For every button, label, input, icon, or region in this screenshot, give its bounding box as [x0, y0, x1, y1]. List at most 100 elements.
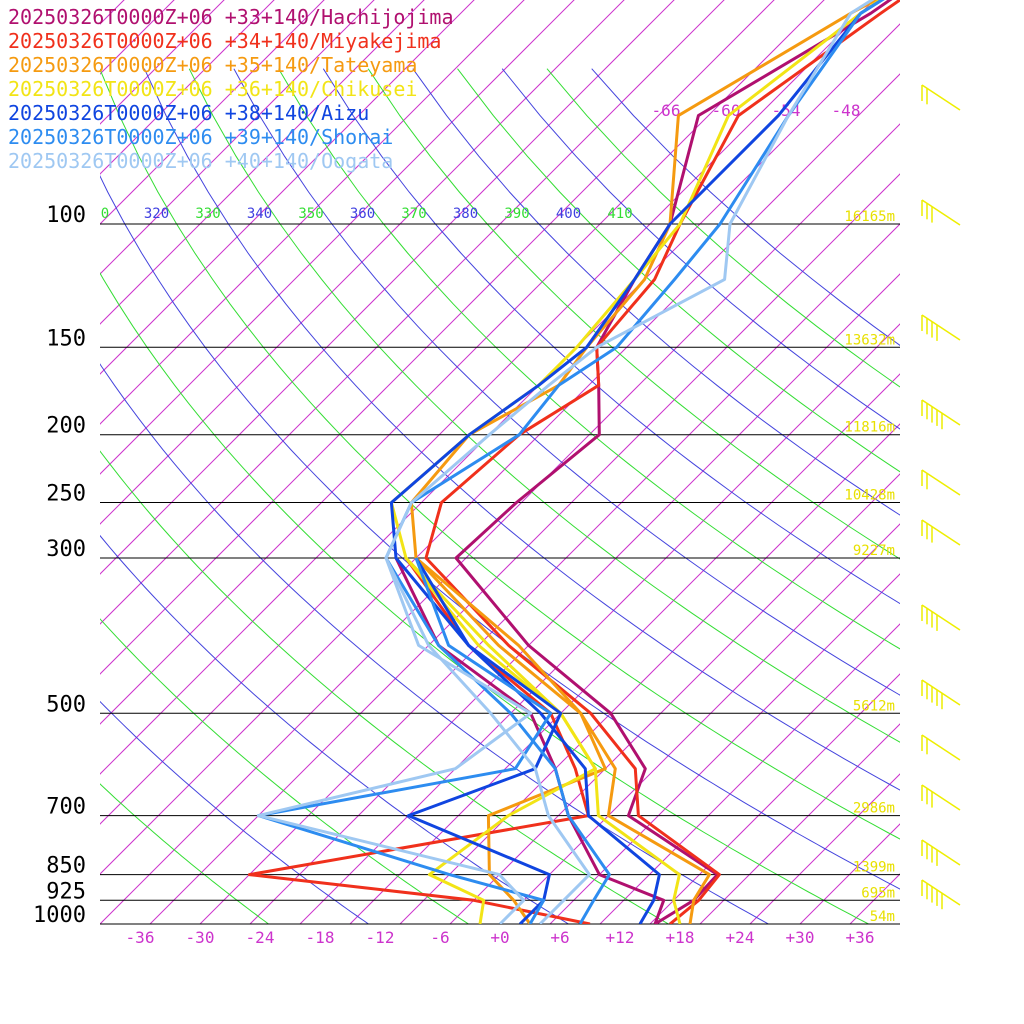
- height-labels: 16165m 13632m 11816m 10428m 9227m 5612m 2986m 1…: [844, 209, 895, 925]
- legend-entry: 20250326T0000Z+06 +38+140/Aizu: [8, 101, 369, 125]
- isotherm-line: [100, 0, 525, 425]
- dewpoint-line: [404, 557, 597, 924]
- isotherm-line: [100, 0, 725, 625]
- temperature-tick: +12: [606, 928, 635, 947]
- dewpoint-line: [415, 556, 607, 924]
- theta-label: 400: [556, 206, 581, 222]
- temperature-tick: -30: [186, 928, 215, 947]
- theta-line: [100, 618, 469, 924]
- isotherm-line: [100, 0, 475, 375]
- theta-line: [100, 175, 900, 890]
- theta-line: [457, 68, 900, 473]
- isotherm-line: [100, 0, 825, 725]
- isotherm-line: [449, 473, 900, 924]
- isotherm-lines: [100, 0, 1024, 924]
- pressure-label: 300: [46, 537, 86, 562]
- isotherm-line: [950, 0, 1024, 924]
- pressure-label: 250: [46, 482, 86, 507]
- theta-label: 410: [607, 206, 632, 222]
- wind-barb: [921, 399, 961, 430]
- theta-line: [188, 68, 900, 743]
- theta-line: [100, 363, 769, 924]
- isotherm-line: [100, 0, 675, 575]
- wind-barb: [921, 784, 961, 811]
- theta-line: [233, 68, 900, 696]
- temperature-tick: +30: [786, 928, 815, 947]
- legend-entry: 20250326T0000Z+06 +34+140/Miyakejima: [8, 29, 441, 53]
- wind-barb: [921, 604, 961, 631]
- theta-line: [591, 68, 900, 346]
- isotherm-line: [199, 223, 900, 924]
- dewpoint-line: [406, 557, 563, 924]
- pressure-label: 1000: [33, 903, 86, 928]
- legend-entry: 20250326T0000Z+06 +39+140/Shonai: [8, 125, 393, 149]
- wind-barb-shaft: [921, 84, 961, 111]
- temperature-line: [424, 0, 900, 924]
- theta-line: [367, 68, 900, 560]
- wind-barb-shaft: [921, 519, 961, 546]
- isotherm-line: [799, 823, 900, 924]
- theta-line: [501, 68, 900, 430]
- height-label: 9227m: [853, 543, 895, 559]
- pressure-label: 500: [46, 692, 86, 717]
- pressure-label: 925: [46, 879, 86, 904]
- wind-barb-shaft: [921, 879, 961, 906]
- isotherm-line: [100, 0, 375, 275]
- isotherm-line: [100, 0, 325, 225]
- temperature-tick: +6: [550, 928, 569, 947]
- upper-temperature-label: -66: [652, 101, 681, 120]
- height-label: 13632m: [844, 332, 895, 348]
- isotherm-line: [100, 0, 225, 125]
- theta-label: 320: [144, 206, 169, 222]
- theta-line: [100, 783, 269, 924]
- theta-line: [100, 272, 869, 924]
- wind-barb-shaft: [921, 199, 961, 226]
- height-label: 10428m: [844, 488, 895, 504]
- theta-line: [412, 68, 900, 516]
- isotherm-line: [399, 423, 900, 924]
- wind-barb: [921, 199, 961, 226]
- temperature-tick: -6: [430, 928, 449, 947]
- isotherm-line: [100, 0, 425, 325]
- temperature-tick: +24: [726, 928, 755, 947]
- isotherm-line: [899, 923, 900, 924]
- upper-temperature-label: -60: [712, 101, 741, 120]
- temperature-line: [389, 0, 885, 924]
- theta-line: [100, 700, 369, 924]
- isotherm-line: [249, 273, 900, 924]
- dewpoint-line: [256, 557, 533, 924]
- height-label: 2986m: [853, 801, 895, 817]
- wind-barb: [921, 469, 961, 496]
- dewpoint-line: [256, 557, 553, 924]
- temperature-line: [384, 0, 875, 924]
- wind-barb-shaft: [921, 839, 961, 866]
- pressure-label: 150: [46, 326, 86, 351]
- temperature-axis-ticks: -36 -30 -24 -18 -12 -6 +0 +6 +12 +18 +24 +30 +36: [126, 928, 875, 947]
- wind-barb-shaft: [921, 679, 961, 706]
- legend-entry: 20250326T0000Z+06 +36+140/Chikusei: [8, 77, 417, 101]
- theta-label: 340: [247, 206, 272, 222]
- wind-barb-shaft: [921, 399, 961, 426]
- isotherm-line: [100, 0, 625, 525]
- legend-entry: 20250326T0000Z+06 +40+140/Oogata: [8, 149, 393, 173]
- height-label: 5612m: [853, 698, 895, 714]
- theta-label: 380: [453, 206, 478, 222]
- isotherm-line: [100, 0, 575, 475]
- isotherm-line: [149, 173, 900, 924]
- isotherm-line: [699, 723, 900, 924]
- wind-barb: [921, 839, 961, 866]
- isotherm-line: [749, 773, 900, 924]
- theta-label: 330: [195, 206, 220, 222]
- temperature-tick: -24: [246, 928, 275, 947]
- temperature-tick: +0: [490, 928, 509, 947]
- isotherm-line: [1000, 0, 1024, 924]
- theta-line: [143, 68, 900, 791]
- wind-barb-shaft: [921, 734, 961, 761]
- theta-line: [546, 68, 900, 388]
- isotherm-line: [499, 523, 900, 924]
- legend: 20250326T0000Z+06 +33+140/Hachijojima202…: [8, 5, 454, 173]
- wind-barb-shaft: [921, 604, 961, 631]
- wind-barb: [921, 734, 961, 761]
- theta-line: [100, 68, 900, 840]
